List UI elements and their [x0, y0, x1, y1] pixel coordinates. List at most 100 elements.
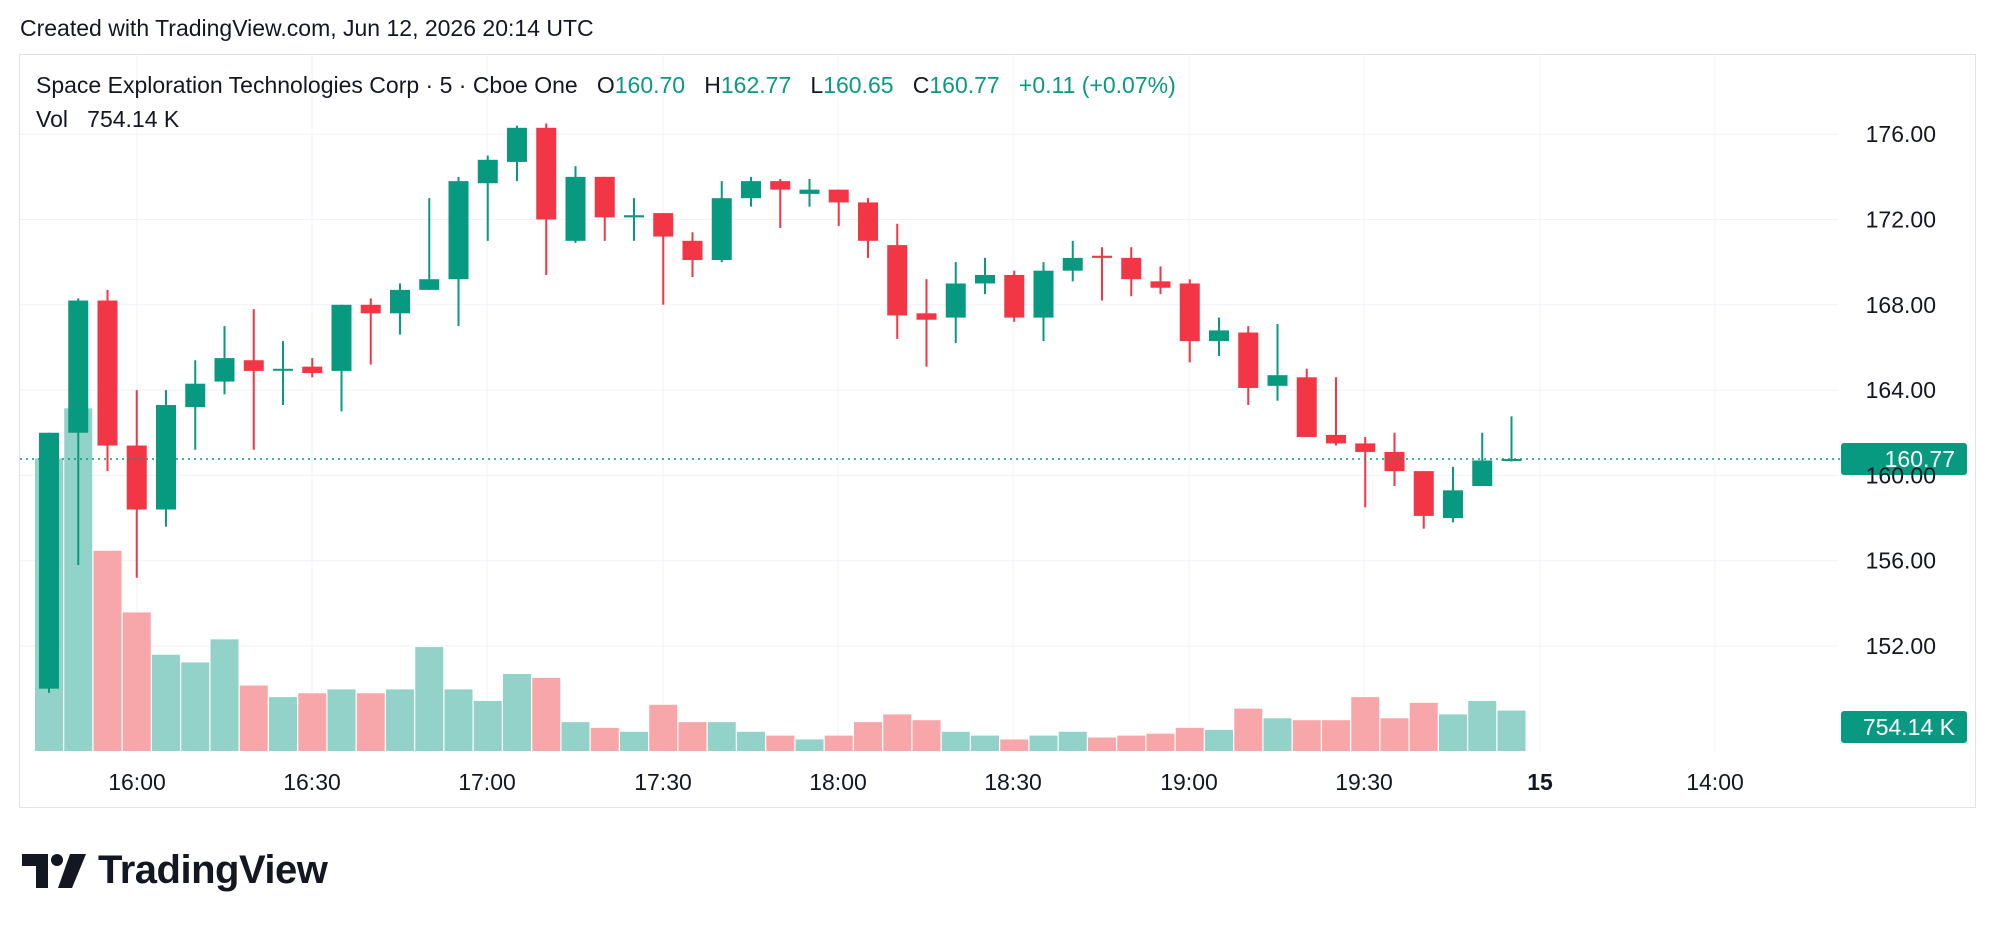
- candle-body: [1326, 434, 1346, 444]
- candle: [682, 232, 703, 278]
- volume-bar: [1263, 718, 1292, 751]
- candle: [770, 178, 791, 229]
- y-tick-label: 172.00: [1866, 207, 1936, 233]
- volume-bar: [1497, 710, 1526, 751]
- candle: [448, 176, 469, 327]
- candle-body: [302, 366, 323, 374]
- y-tick-label: 168.00: [1866, 292, 1936, 318]
- volume-bar: [1058, 731, 1087, 751]
- candle-body: [360, 304, 381, 314]
- volume-bar: [1351, 697, 1380, 751]
- volume-bar: [356, 693, 385, 751]
- candle-body: [507, 127, 527, 162]
- volume-bar: [678, 722, 707, 751]
- volume-bar: [298, 693, 327, 751]
- candle-body: [975, 274, 995, 284]
- volume-bar: [122, 612, 151, 751]
- candle: [1501, 416, 1522, 462]
- chart-frame: [19, 54, 1976, 808]
- volume-bar: [941, 731, 970, 751]
- candle: [594, 176, 615, 241]
- candle: [419, 198, 440, 290]
- candle-body: [1238, 332, 1259, 388]
- candle: [799, 178, 820, 207]
- candle-body: [1443, 490, 1463, 519]
- x-tick-label: 14:00: [1686, 769, 1744, 795]
- candle: [653, 213, 674, 305]
- candle-body: [185, 383, 206, 408]
- candle-body: [624, 215, 644, 218]
- candle-body: [565, 176, 586, 241]
- volume-bar: [824, 735, 853, 751]
- candle: [1326, 377, 1346, 446]
- candle-body: [770, 181, 791, 190]
- candle: [565, 166, 586, 243]
- y-tick-label: 176.00: [1866, 121, 1936, 147]
- candle-body: [331, 304, 352, 371]
- candle: [1355, 437, 1376, 508]
- last-volume-badge: [1841, 711, 1967, 743]
- candle-body: [39, 432, 59, 689]
- volume-bar: [883, 714, 912, 751]
- volume-bar: [971, 735, 999, 751]
- candle-body: [682, 240, 703, 261]
- candle-body: [1062, 257, 1083, 271]
- candle: [1443, 466, 1463, 523]
- volume-bar: [707, 722, 736, 751]
- y-tick-label: 164.00: [1866, 377, 1936, 403]
- volume-bar: [1468, 700, 1497, 751]
- close-value: 160.77: [929, 72, 1000, 98]
- y-tick-label: 152.00: [1866, 633, 1936, 659]
- volume-bar: [912, 720, 941, 751]
- created-caption: Created with TradingView.com, Jun 12, 20…: [20, 15, 594, 41]
- candle: [916, 279, 937, 367]
- volume-bar: [1322, 720, 1350, 751]
- candle: [1267, 323, 1288, 401]
- volume-bar: [152, 654, 180, 751]
- candle: [1209, 317, 1229, 356]
- candle-body: [536, 127, 557, 220]
- candle: [1296, 368, 1317, 438]
- candle-body: [1121, 257, 1142, 280]
- volume-bar: [1292, 720, 1321, 751]
- candle-body: [1384, 451, 1405, 472]
- volume-bar: [1380, 718, 1409, 751]
- tradingview-brand: TradingView: [98, 848, 328, 892]
- candle: [1092, 247, 1112, 301]
- tradingview-logo-icon: [22, 853, 86, 888]
- candle: [507, 125, 527, 182]
- candle-body: [243, 360, 264, 371]
- candle: [945, 262, 966, 344]
- candle: [214, 326, 235, 395]
- candle-body: [741, 181, 761, 199]
- volume-bar: [386, 689, 414, 751]
- volume-bar: [1117, 735, 1146, 751]
- last-price-badge: [1841, 442, 1967, 475]
- candle: [1121, 247, 1142, 297]
- x-tick-label: 18:30: [984, 769, 1042, 795]
- candle: [887, 223, 908, 339]
- candle-body: [1179, 283, 1200, 342]
- tradingview-logo[interactable]: TradingView: [22, 848, 328, 893]
- candle-body: [1355, 443, 1376, 452]
- volume-bar: [93, 550, 122, 751]
- volume-bar: [590, 727, 619, 751]
- last-volume-label: 754.14 K: [1863, 714, 1956, 740]
- last-price-label: 160.77: [1885, 446, 1955, 472]
- x-tick-label: 17:30: [634, 769, 692, 795]
- candle: [331, 304, 352, 412]
- volume-bar: [473, 700, 502, 751]
- x-tick-label: 15: [1527, 769, 1553, 795]
- volume-label: Vol: [36, 106, 68, 132]
- candle-body: [1413, 471, 1434, 516]
- candle-body: [799, 189, 820, 194]
- volume-bar: [1439, 714, 1467, 751]
- x-tick-label: 19:30: [1335, 769, 1393, 795]
- x-tick-label: 19:00: [1160, 769, 1218, 795]
- candle-body: [858, 202, 878, 241]
- high-label: H: [704, 72, 721, 98]
- volume-bar: [210, 639, 239, 751]
- candle-body: [1150, 281, 1171, 288]
- candle: [1150, 266, 1171, 295]
